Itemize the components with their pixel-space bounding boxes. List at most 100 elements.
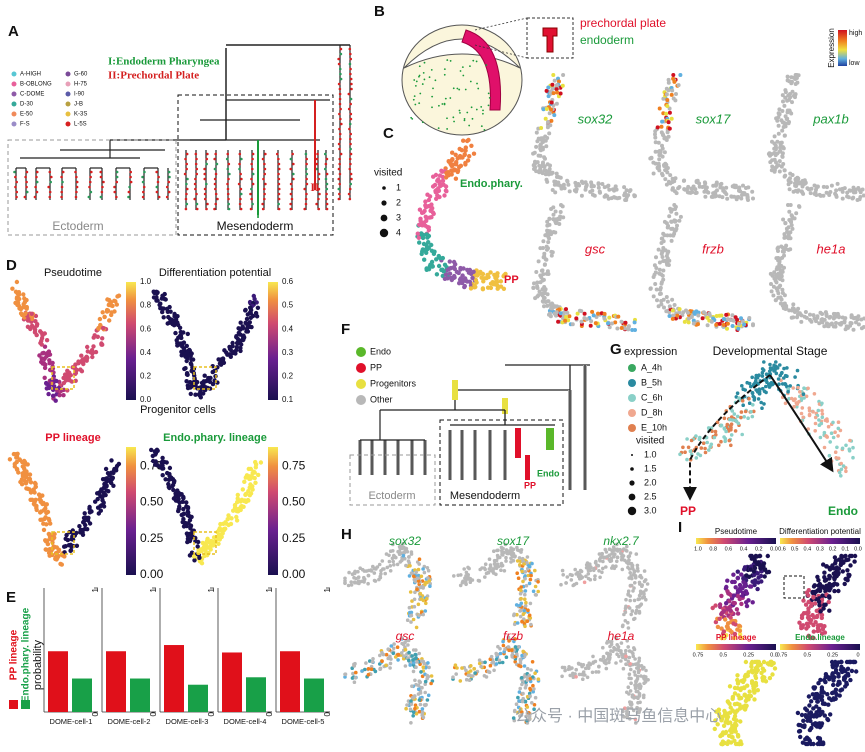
cell-dot <box>142 185 146 189</box>
cell-dot <box>151 289 156 294</box>
cell-dot <box>827 608 832 613</box>
colorbar-tick: 0.25 <box>743 652 754 658</box>
cell-dot <box>816 599 822 604</box>
cell-dot <box>554 101 559 106</box>
cell-dot <box>244 316 250 322</box>
cell-dot <box>239 192 243 196</box>
cell-dot <box>722 416 727 421</box>
cell-dot <box>13 170 16 174</box>
cell-dot <box>671 76 676 81</box>
cell-dot <box>206 202 209 206</box>
cell-dot <box>785 366 789 370</box>
cell-dot <box>523 597 527 601</box>
cell-dot <box>742 415 746 419</box>
cell-dot <box>615 559 619 564</box>
cell-dot <box>827 588 832 593</box>
cell-dot <box>703 446 707 451</box>
cell-dot <box>510 648 514 652</box>
cell-dot <box>101 185 104 189</box>
endoderm-dot <box>456 87 459 90</box>
cell-dot <box>409 613 414 618</box>
cell-dot <box>195 202 199 206</box>
cell-dot <box>794 308 799 313</box>
cell-dot <box>778 145 783 150</box>
cell-dot <box>657 164 661 168</box>
cell-dot <box>349 72 352 76</box>
cell-dot <box>701 441 706 446</box>
cell-dot <box>538 143 543 148</box>
cell-dot <box>463 276 468 281</box>
cell-dot <box>786 387 790 392</box>
cell-dot <box>557 79 561 84</box>
cell-dot <box>751 403 755 407</box>
cell-dot <box>47 534 53 539</box>
cell-dot <box>613 195 618 200</box>
colorbar-tick: 0.75 <box>282 458 306 472</box>
cell-dot <box>757 373 761 378</box>
cell-dot <box>832 575 837 580</box>
cell-dot <box>255 305 261 310</box>
cell-dot <box>349 137 352 141</box>
cell-dot <box>541 295 546 300</box>
progenitor-band <box>452 380 458 400</box>
cell-dot <box>411 617 416 622</box>
legend-label: 1 <box>396 182 401 192</box>
cell-dot <box>747 381 752 386</box>
cell-dot <box>264 182 267 186</box>
cell-dot <box>81 361 86 367</box>
cell-dot <box>784 243 789 248</box>
cell-dot <box>225 352 230 357</box>
annotation: I:Endoderm Pharyngea <box>108 56 220 68</box>
endoderm-dot <box>452 116 455 119</box>
cell-dot <box>782 174 787 179</box>
cell-dot <box>277 187 281 191</box>
cell-dot <box>840 186 845 191</box>
legend-swatch <box>11 121 17 127</box>
cell-dot <box>487 557 492 561</box>
x-tick-label: DOME-cell-5 <box>282 717 325 726</box>
cell-dot <box>523 592 527 597</box>
cell-dot <box>184 207 188 211</box>
cell-dot <box>642 592 646 596</box>
size-swatch <box>627 506 637 516</box>
cell-dot <box>418 691 423 695</box>
cell-dot <box>752 409 756 414</box>
cell-dot <box>540 268 545 273</box>
cell-dot <box>410 684 414 688</box>
cell-dot <box>725 326 729 331</box>
cell-dot <box>570 322 575 327</box>
cell-dot <box>722 190 727 195</box>
cell-dot <box>833 450 838 455</box>
cell-dot <box>808 618 814 623</box>
legend-swatch <box>65 101 71 107</box>
branch-marker: II <box>310 180 320 194</box>
cell-dot <box>526 573 531 578</box>
cell-dot <box>620 655 625 660</box>
colorbar-tick: 0.0 <box>854 546 862 552</box>
cell-dot <box>633 686 638 690</box>
cell-dot <box>748 584 754 589</box>
cell-dot <box>366 573 371 578</box>
cell-dot <box>659 302 664 307</box>
cell-dot <box>774 371 779 376</box>
cell-dot <box>814 193 819 197</box>
cell-dot <box>325 172 329 176</box>
cell-dot <box>14 279 20 285</box>
cell-dot <box>534 130 539 135</box>
cell-dot <box>520 569 524 574</box>
endoderm-dot <box>413 95 416 98</box>
cell-dot <box>789 111 794 116</box>
cell-dot <box>819 615 824 621</box>
endoderm-dot <box>422 72 425 74</box>
legend-label: B-OBLONG <box>20 82 52 88</box>
cell-dot <box>659 124 664 129</box>
cell-dot <box>397 545 402 549</box>
cell-dot <box>238 202 242 206</box>
cell-dot <box>249 192 252 196</box>
cell-dot <box>610 321 614 326</box>
cell-dot <box>323 167 327 171</box>
legend-label: A-HIGH <box>20 72 41 78</box>
cell-dot <box>33 195 37 199</box>
cell-dot <box>671 233 676 238</box>
cell-dot <box>315 202 318 206</box>
